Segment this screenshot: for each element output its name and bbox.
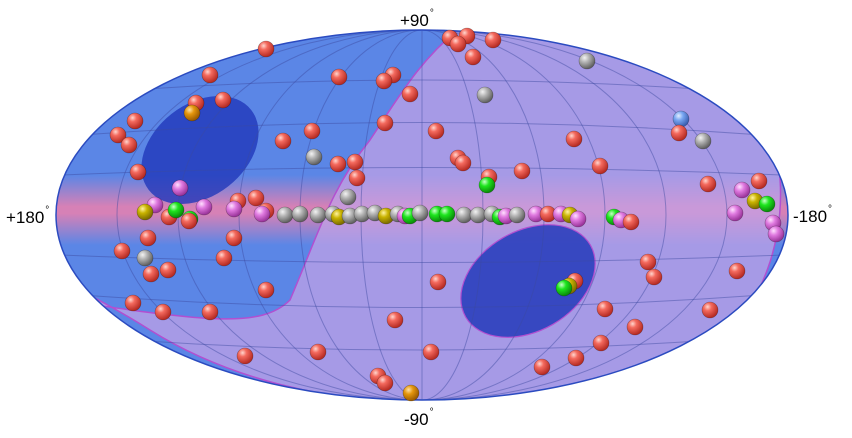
source-marker-magenta <box>733 181 751 199</box>
label-south-pole: -90° <box>404 407 434 429</box>
label-north-pole: +90° <box>400 8 434 30</box>
source-marker-red <box>201 303 219 321</box>
source-marker-red <box>533 358 551 376</box>
source-marker-red <box>484 31 502 49</box>
source-marker-red <box>565 130 583 148</box>
source-marker-red <box>464 48 482 66</box>
source-marker-red <box>626 318 644 336</box>
source-marker-red <box>154 303 172 321</box>
source-marker-red <box>670 124 688 142</box>
sky-border <box>55 29 789 401</box>
source-marker-red <box>401 85 419 103</box>
source-marker-orange <box>183 104 201 122</box>
source-marker-red <box>129 163 147 181</box>
source-marker-green <box>555 279 573 297</box>
source-marker-magenta <box>171 179 189 197</box>
source-marker-red <box>375 72 393 90</box>
source-marker-red <box>422 343 440 361</box>
source-marker-red <box>454 154 472 172</box>
source-marker-blue <box>672 110 690 128</box>
label-longitude-right: -180° <box>793 204 833 226</box>
source-marker-green <box>758 195 776 213</box>
source-marker-red <box>348 169 366 187</box>
source-marker-red <box>513 162 531 180</box>
source-marker-gray <box>305 148 323 166</box>
deep-field-south <box>460 224 596 338</box>
source-marker-red <box>591 157 609 175</box>
source-marker-orange <box>402 384 420 402</box>
source-marker-red <box>329 155 347 173</box>
source-marker-gray <box>469 206 487 224</box>
source-marker-red <box>257 40 275 58</box>
source-marker-red <box>109 126 127 144</box>
source-marker-red <box>124 294 142 312</box>
source-marker-red <box>596 300 614 318</box>
source-marker-red <box>113 242 131 260</box>
source-marker-red <box>236 347 254 365</box>
source-marker-red <box>159 261 177 279</box>
source-marker-magenta <box>225 200 243 218</box>
source-marker-gray <box>136 249 154 267</box>
source-marker-yellow <box>136 203 154 221</box>
source-marker-red <box>274 132 292 150</box>
source-marker-red <box>225 229 243 247</box>
source-marker-red <box>214 91 232 109</box>
source-marker-red <box>346 153 364 171</box>
source-marker-red <box>139 229 157 247</box>
source-marker-red <box>592 334 610 352</box>
source-marker-red <box>386 311 404 329</box>
source-marker-red <box>201 66 219 84</box>
source-marker-magenta <box>195 198 213 216</box>
source-marker-red <box>309 343 327 361</box>
source-marker-red <box>215 249 233 267</box>
source-marker-red <box>257 281 275 299</box>
source-marker-red <box>180 212 198 230</box>
source-marker-red <box>728 262 746 280</box>
source-marker-red <box>622 213 640 231</box>
deep-field-north <box>141 96 259 204</box>
source-marker-gray <box>276 206 294 224</box>
source-marker-red <box>750 172 768 190</box>
source-marker-red <box>645 268 663 286</box>
source-marker-red <box>427 122 445 140</box>
source-marker-red <box>376 374 394 392</box>
source-marker-magenta <box>726 204 744 222</box>
source-marker-red <box>429 273 447 291</box>
source-marker-red <box>701 301 719 319</box>
source-marker-red <box>449 35 467 53</box>
source-marker-red <box>376 114 394 132</box>
source-marker-gray <box>508 206 526 224</box>
source-marker-green <box>167 201 185 219</box>
source-marker-red <box>330 68 348 86</box>
source-marker-red <box>567 349 585 367</box>
source-marker-red <box>699 175 717 193</box>
source-marker-red <box>639 253 657 271</box>
source-marker-gray <box>455 206 473 224</box>
source-marker-green <box>438 205 456 223</box>
source-marker-red <box>126 112 144 130</box>
source-markers <box>109 27 785 402</box>
source-marker-gray <box>578 52 596 70</box>
source-marker-gray <box>411 204 429 222</box>
source-marker-red <box>303 122 321 140</box>
source-marker-gray <box>309 206 327 224</box>
source-marker-magenta <box>767 225 785 243</box>
source-marker-red <box>247 189 265 207</box>
source-marker-gray <box>476 86 494 104</box>
source-marker-red <box>142 265 160 283</box>
source-marker-magenta <box>569 210 587 228</box>
source-marker-red <box>120 136 138 154</box>
source-marker-gray <box>694 132 712 150</box>
source-marker-magenta <box>253 205 271 223</box>
source-marker-green <box>478 176 496 194</box>
label-longitude-left: +180° <box>6 205 50 227</box>
source-marker-gray <box>291 205 309 223</box>
source-marker-gray <box>339 188 357 206</box>
